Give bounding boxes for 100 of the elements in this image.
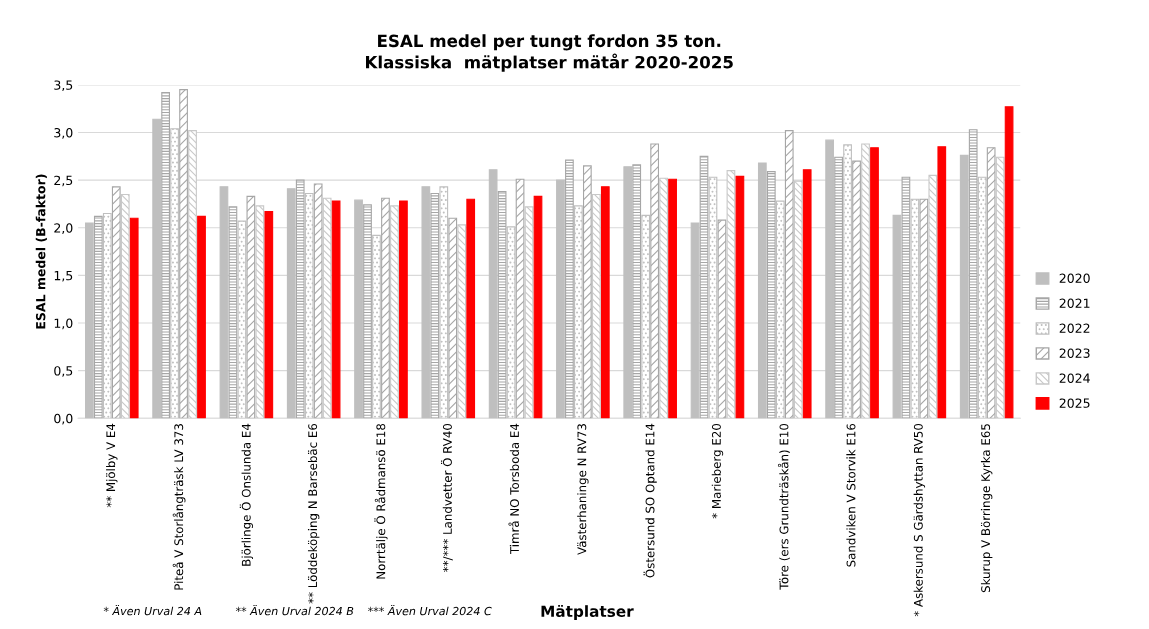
- bar: [1004, 106, 1014, 419]
- bar: [161, 91, 170, 419]
- bar: [246, 195, 256, 419]
- bar: [699, 155, 709, 419]
- bar: [179, 89, 188, 419]
- x-tick-label: Björlinge Ö Onslunda E4: [239, 423, 253, 566]
- bar: [255, 205, 265, 419]
- bar: [399, 200, 408, 419]
- bar: [295, 179, 305, 419]
- bar: [286, 188, 296, 419]
- x-tick-label: Piteå V Storlångträsk LV 373: [172, 424, 186, 590]
- bar: [852, 160, 861, 419]
- bar: [354, 199, 363, 419]
- legend-label: 2021: [1059, 298, 1090, 308]
- bar: [726, 170, 736, 419]
- bar: [170, 128, 179, 419]
- bar: [120, 193, 130, 419]
- legend-label: 2022: [1059, 323, 1090, 333]
- x-axis-title: Mätplatser: [541, 604, 634, 620]
- bar: [735, 175, 745, 419]
- y-axis-title: ESAL medel (B-faktor): [35, 174, 47, 329]
- bar: [102, 212, 112, 419]
- bar: [93, 215, 103, 419]
- bar: [524, 206, 534, 419]
- x-tick-label: Västerhaninge N RV73: [577, 424, 589, 555]
- legend-label: 2024: [1059, 373, 1090, 383]
- bar: [111, 186, 121, 419]
- legend-label: 2023: [1059, 348, 1090, 358]
- bar: [515, 178, 525, 419]
- bar: [439, 186, 449, 419]
- y-tick-label: 2,5: [54, 175, 73, 187]
- bar: [565, 159, 574, 419]
- text: ** Även Urval 2024 B: [235, 604, 354, 616]
- chart-title: ESAL medel per tungt fordon 35 ton. Klassiska mätplatser mätår 2020-2025: [366, 34, 733, 72]
- bar: [152, 118, 162, 419]
- bar: [861, 143, 870, 419]
- bar: [488, 169, 498, 419]
- bar: [582, 165, 592, 419]
- bar: [928, 174, 938, 419]
- bar: [968, 129, 978, 419]
- bar: [129, 217, 139, 419]
- bar: [802, 169, 812, 419]
- bar: [430, 192, 440, 419]
- bar: [390, 205, 399, 419]
- bar: [372, 234, 381, 419]
- bar: [659, 177, 668, 419]
- bar: [717, 219, 727, 419]
- bar: [574, 205, 583, 419]
- bar: [264, 211, 274, 419]
- bar: [600, 186, 610, 419]
- bar: [228, 206, 238, 419]
- bar: [757, 162, 767, 419]
- bar: [304, 192, 314, 419]
- bar: [708, 176, 718, 419]
- bar: [995, 156, 1005, 419]
- text: *** Även Urval 2024 C: [368, 604, 492, 616]
- bar: [322, 197, 332, 419]
- y-tick-label: 2,0: [54, 223, 73, 234]
- legend-label: 2025: [1059, 398, 1090, 408]
- bar: [825, 139, 835, 419]
- bar: [497, 191, 507, 419]
- bar: [533, 195, 543, 419]
- y-tick-label: 1,0: [54, 318, 73, 330]
- bar: [834, 156, 843, 419]
- bar: [381, 197, 390, 419]
- bar: [784, 130, 794, 419]
- bar: [331, 200, 341, 419]
- bar: [313, 183, 323, 419]
- legend-label: 2020: [1059, 273, 1090, 283]
- bar: [188, 130, 197, 419]
- x-tick-label: Östersund SO Optand E14: [643, 423, 657, 578]
- bar: [977, 176, 987, 419]
- bar: [457, 224, 467, 419]
- bar: [591, 193, 601, 419]
- x-tick-label: Sandviken V Storvik E16: [846, 423, 856, 567]
- y-tick-label: 1,5: [54, 271, 73, 282]
- bar: [959, 154, 969, 419]
- bar: [197, 215, 206, 419]
- bar: [668, 178, 677, 419]
- bar: [632, 164, 642, 419]
- bar: [421, 186, 431, 419]
- y-tick-label: 0,0: [54, 413, 73, 425]
- x-tick-label: ** Mjölby V E4: [106, 423, 118, 508]
- bar: [219, 186, 229, 419]
- bar: [690, 222, 700, 419]
- bar: [843, 144, 852, 419]
- bar: [986, 147, 996, 419]
- y-tick-label: 3,5: [54, 80, 73, 92]
- bar: [901, 176, 911, 419]
- x-tick-label: ** Löddeköping N Barsebäc E6: [307, 423, 320, 604]
- bar: [466, 198, 476, 419]
- text: * Även Urval 24 A: [103, 604, 202, 616]
- bar: [237, 220, 247, 419]
- x-tick-label: Timrå NO Torsboda E4: [508, 423, 519, 555]
- x-tick-label: **/*** Landvetter Ö RV40: [440, 423, 453, 572]
- bar: [870, 147, 879, 419]
- bar: [448, 217, 458, 419]
- bar: [892, 214, 902, 419]
- bar: [650, 143, 660, 419]
- bar: [910, 198, 920, 419]
